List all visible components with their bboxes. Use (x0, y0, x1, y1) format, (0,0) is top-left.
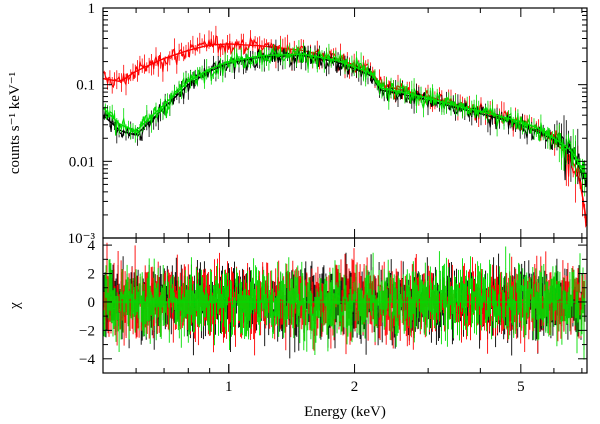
x-tick-label: 1 (225, 379, 233, 395)
x-tick-label: 5 (517, 379, 525, 395)
y-tick-label-spectrum: 10⁻³ (68, 231, 96, 247)
residual-series-1 (103, 242, 586, 356)
axes-group: 1 2 5 1 0.1 0.01 10⁻³4 2 0 −2 −4 (68, 1, 588, 395)
residual-series-group (103, 242, 587, 360)
residual-series-2 (103, 246, 586, 360)
spectrum-series-2 (103, 39, 587, 197)
spectrum-series-group (103, 25, 587, 238)
residual-marks-2 (103, 246, 586, 360)
y-tick-label-spectrum: 0.1 (76, 78, 95, 94)
x-tick-label: 2 (351, 379, 359, 395)
labels-group: counts s⁻¹ keV⁻¹ χ Energy (keV) (7, 72, 386, 420)
y-tick-label-residuals: −4 (79, 352, 95, 368)
residual-plot-frame (102, 237, 588, 374)
residual-marks-1 (103, 242, 586, 356)
y-axis-title-residuals: χ (7, 302, 23, 310)
spectrum-model-2 (103, 53, 587, 179)
y-axis-title-spectrum: counts s⁻¹ keV⁻¹ (7, 72, 23, 174)
y-tick-label-residuals: 0 (88, 295, 96, 311)
y-tick-label-spectrum: 0.01 (69, 154, 95, 170)
y-tick-label-spectrum: 1 (88, 1, 96, 17)
y-tick-label-residuals: 4 (88, 238, 96, 254)
y-tick-label-residuals: 2 (88, 267, 96, 283)
y-tick-label-residuals: −2 (79, 323, 95, 339)
x-axis-title: Energy (keV) (304, 404, 386, 420)
